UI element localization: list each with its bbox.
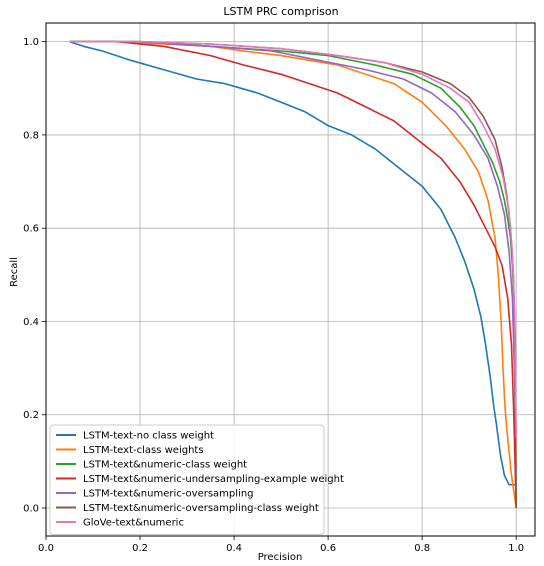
legend-label: LSTM-text-class weights [83, 445, 204, 456]
axes-frame [45, 22, 536, 537]
series-line-2 [69, 40, 517, 509]
legend-label: LSTM-text&numeric-oversampling-class wei… [83, 503, 319, 514]
series-line-4 [69, 40, 517, 509]
chart-title: LSTM PRC comprison [223, 5, 338, 18]
series-line-1 [69, 40, 517, 486]
x-tick-label: 0.6 [320, 543, 336, 554]
legend-label: GloVe-text&numeric [83, 518, 184, 529]
legend-label: LSTM-text&numeric-oversampling [83, 489, 254, 500]
y-tick-label: 0.4 [23, 317, 39, 328]
x-tick-label: 0.8 [414, 543, 430, 554]
x-axis-ticks: 0.0 0.2 0.4 0.6 0.8 1.0 [38, 536, 524, 554]
y-tick-label: 0.6 [23, 224, 39, 235]
legend-label: LSTM-text&numeric-undersampling-example … [83, 474, 344, 485]
x-tick-label: 0.0 [38, 543, 54, 554]
legend-label: LSTM-text-no class weight [83, 431, 214, 442]
series-line-7 [69, 40, 517, 439]
series-line-5 [69, 40, 517, 439]
y-tick-label: 0.0 [23, 504, 39, 515]
y-tick-label: 0.8 [23, 130, 39, 141]
y-tick-label: 0.2 [23, 410, 39, 421]
legend-label: LSTM-text&numeric-class weight [83, 460, 247, 471]
series-lines [69, 40, 518, 509]
x-axis-label: Precision [258, 552, 303, 563]
y-axis-ticks: 0.0 0.2 0.4 0.6 0.8 1.0 [23, 37, 46, 515]
x-tick-label: 0.4 [226, 543, 242, 554]
x-tick-label: 1.0 [508, 543, 524, 554]
legend-box [49, 424, 325, 535]
legend: LSTM-text-no class weight LSTM-text-class… [49, 424, 344, 535]
x-tick-label: 0.2 [132, 543, 148, 554]
y-tick-label: 1.0 [23, 37, 39, 48]
y-axis-label: Recall [9, 257, 20, 287]
